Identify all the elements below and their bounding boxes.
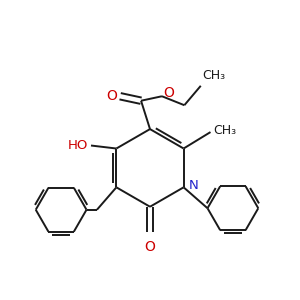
Text: O: O [106, 89, 117, 103]
Text: O: O [145, 240, 155, 254]
Text: CH₃: CH₃ [202, 69, 225, 82]
Text: O: O [164, 86, 174, 100]
Text: CH₃: CH₃ [213, 124, 236, 137]
Text: N: N [189, 179, 199, 192]
Text: HO: HO [68, 139, 88, 152]
